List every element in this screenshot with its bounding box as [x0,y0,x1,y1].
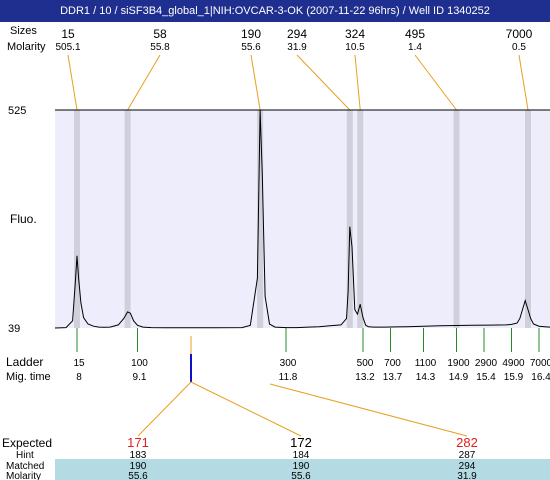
expected-molarity-value: 55.6 [128,471,148,480]
window-title: DDR1 / 10 / siSF3B4_global_1|NIH:OVCAR-3… [60,5,490,17]
peak-size-label: 7000 [506,27,533,41]
peak-connector-line [354,54,361,111]
matched-value: 190 [130,461,147,472]
ladder-size-label: 500 [357,358,374,369]
y-tick-label-bottom: 39 [8,323,20,335]
peak-molarity-label: 505.1 [55,42,80,53]
matched-row-background [55,459,550,480]
peak-connector-line [67,54,78,111]
peak-molarity-label: 55.8 [150,42,170,53]
peak-connector-line [414,54,457,111]
ladder-time-label: 14.9 [449,372,469,383]
ladder-size-label: 700 [384,358,401,369]
peak-size-label: 58 [153,27,167,41]
peak-band [453,110,460,328]
expected-molarity-value: 55.6 [291,471,311,480]
ladder-time-label: 11.8 [279,372,298,383]
peak-molarity-label: 55.6 [241,42,261,53]
title-bar: DDR1 / 10 / siSF3B4_global_1|NIH:OVCAR-3… [0,0,550,22]
ladder-time-label: 13.7 [383,372,403,383]
expected-connector-line [190,381,302,437]
ladder-time-label: 16.4 [531,372,550,383]
ladder-label: Ladder [6,355,43,369]
expected-molarity-value: 31.9 [457,471,477,480]
peak-band [124,110,131,328]
ladder-size-label: 1900 [447,358,470,369]
plot-area [55,110,550,328]
hint-label: Hint [16,450,34,461]
expected-value: 282 [456,435,478,450]
hint-value: 183 [130,450,147,461]
ladder-size-label: 4900 [502,358,525,369]
matched-value: 294 [459,461,476,472]
expected-connector-line [137,381,192,437]
hint-value: 184 [293,450,310,461]
peak-band [74,110,80,328]
ladder-time-label: 8 [76,372,82,383]
hint-value: 287 [459,450,476,461]
ladder-time-label: 9.1 [133,372,147,383]
series-line [54,109,550,329]
expected-label: Expected [2,436,52,450]
expected-value: 171 [127,435,149,450]
molarity-bottom-label: Molarity [6,471,41,480]
peak-size-label: 190 [241,27,261,41]
ladder-size-label: 1100 [415,358,437,369]
expected-connectors [137,381,468,437]
ladder-markers: 15 8 100 9.1 300 11.8 500 13.2 700 13.7 1100 14.3 19… [73,328,550,383]
peak-size-label: 495 [405,27,425,41]
peak-band [525,110,531,328]
ladder-time-label: 15.4 [476,372,496,383]
expected-value: 172 [290,435,312,450]
ladder-time-label: 13.2 [355,372,375,383]
ladder-size-label: 7000 [530,358,550,369]
peak-band [357,110,364,328]
expected-connector-line [269,383,468,437]
peak-molarity-label: 0.5 [512,42,526,53]
peak-size-label: 324 [345,27,365,41]
molarity-label: Molarity [7,41,46,53]
ladder-size-label: 15 [73,358,85,369]
peak-band [257,110,264,328]
peak-size-label: 294 [287,27,307,41]
peak-connectors [67,54,529,111]
ladder-size-label: 100 [131,358,148,369]
y-axis-label: Fluo. [10,212,37,226]
peak-molarity-label: 1.4 [408,42,422,53]
matched-value: 190 [293,461,310,472]
mig-time-label: Mig. time [6,371,51,383]
matched-label: Matched [6,461,44,472]
peak-molarity-label: 31.9 [287,42,307,53]
peak-bands [74,110,531,328]
peak-connector-line [127,54,161,111]
ladder-size-label: 2900 [475,358,498,369]
peak-connector-line [518,54,529,111]
ladder-time-label: 15.9 [504,372,524,383]
peak-connector-line [296,54,351,111]
ladder-size-label: 300 [280,358,297,369]
peak-molarity-label: 10.5 [345,42,365,53]
ladder-time-label: 14.3 [416,372,436,383]
peak-connector-line [250,54,261,111]
peak-size-label: 15 [61,27,75,41]
sizes-label: Sizes [10,25,37,37]
y-tick-label-top: 525 [8,105,26,117]
peak-band [346,110,353,328]
